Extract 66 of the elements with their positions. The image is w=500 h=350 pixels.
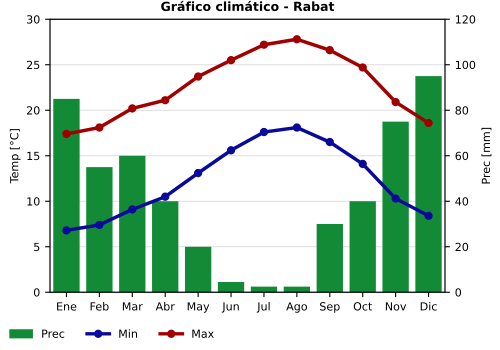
point [128, 205, 136, 214]
point [424, 118, 433, 128]
bar [152, 201, 178, 292]
bar [218, 282, 244, 292]
y-tick-label: 10 [27, 197, 40, 206]
bar [382, 122, 409, 292]
bar [316, 224, 343, 292]
y2-tick-label: 100 [456, 60, 476, 70]
point [194, 72, 202, 81]
bar [86, 167, 113, 292]
point [95, 123, 104, 132]
y2-axis-title: Prec [mm] [481, 128, 492, 184]
point [326, 138, 334, 146]
point [260, 40, 268, 49]
point [292, 123, 302, 132]
y-tick-label: 0 [34, 288, 40, 297]
x-tick-label: Oct [354, 302, 372, 311]
x-tick-label: Feb [90, 302, 109, 311]
x-tick-label: Jul [256, 302, 270, 313]
point [128, 104, 136, 113]
y2-tick-label: 0 [455, 288, 462, 297]
bar [119, 156, 146, 292]
y2-tick-label: 20 [456, 242, 468, 252]
point [95, 220, 104, 230]
point [292, 35, 302, 44]
bar [184, 246, 212, 292]
x-tick-label: Ago [286, 302, 307, 313]
x-tick-label: Mar [122, 302, 143, 311]
y2-tick-label: 60 [456, 152, 468, 160]
point [260, 128, 268, 136]
y-tick-label: 5 [34, 242, 40, 252]
x-tick-label: Nov [386, 302, 406, 311]
x-tick-label: May [188, 302, 210, 313]
point [62, 130, 71, 138]
point [62, 226, 71, 235]
point [326, 46, 334, 54]
point [161, 192, 170, 201]
y-tick-label: 25 [26, 60, 40, 70]
x-tick-label: Abr [156, 302, 175, 311]
legend-label: Max [192, 330, 214, 338]
point [161, 96, 170, 104]
point [226, 56, 236, 64]
bar [415, 76, 442, 292]
x-tick-label: Ene [57, 302, 76, 311]
legend-label: Prec [42, 330, 64, 338]
y2-tick-label: 80 [455, 106, 468, 115]
x-tick-label: Sep [320, 302, 340, 313]
x-tick-label: Jun [222, 302, 239, 313]
y2-tick-label: 120 [456, 15, 476, 24]
y-tick-label: 15 [27, 152, 40, 160]
chart-title: Gráfico climático - Rabat [161, 0, 334, 12]
point [391, 98, 400, 106]
point [391, 194, 400, 203]
point [194, 168, 202, 178]
point [424, 212, 433, 220]
bar [350, 201, 376, 292]
y2-tick-label: 40 [455, 197, 468, 206]
y-tick-label: 30 [26, 15, 40, 24]
y-tick-label: 20 [26, 106, 40, 115]
legend-label: Min [119, 329, 137, 338]
point [358, 160, 367, 168]
x-tick-label: Dic [420, 302, 437, 311]
bar [53, 98, 80, 292]
point [358, 63, 367, 72]
y-axis-title: Temp [°C] [10, 129, 21, 184]
point [226, 146, 236, 154]
